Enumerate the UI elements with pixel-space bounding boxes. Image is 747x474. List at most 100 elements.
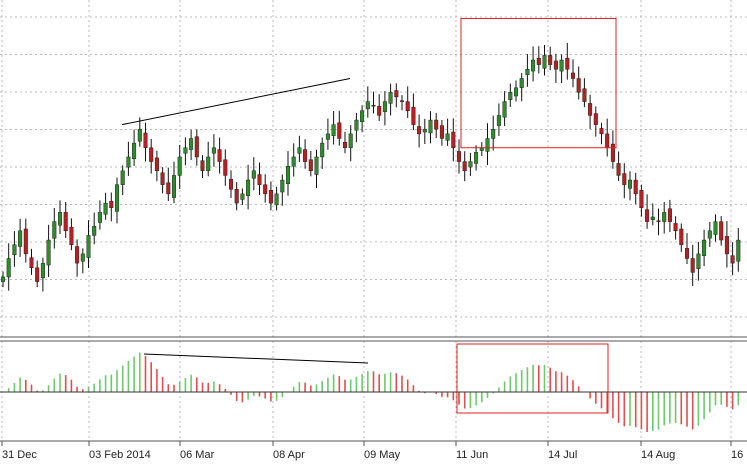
x-axis-ticks: 31 Dec 03 Feb 2014 06 Mar 08 Apr 09 May 11 Ju… (1, 441, 743, 461)
x-tick-label: 16 (731, 449, 743, 461)
candle-up (97, 212, 102, 223)
candle-down (160, 172, 165, 185)
candle-up (251, 170, 256, 179)
candle-down (576, 78, 581, 93)
x-tick-label: 31 Dec (2, 449, 37, 461)
candle-up (702, 239, 707, 256)
candle-down (639, 189, 644, 208)
candle-up (58, 212, 63, 226)
candle-up (325, 133, 330, 140)
candle-down (377, 105, 382, 116)
x-tick-label: 14 Jul (548, 449, 577, 461)
candle-up (46, 239, 51, 266)
candle-up (496, 115, 501, 126)
candle-down (571, 72, 576, 79)
candle-up (92, 226, 97, 236)
candle-down (605, 133, 610, 148)
candle-down (63, 212, 68, 232)
candle-down (690, 258, 695, 273)
candle-down (223, 159, 228, 176)
candle-up (382, 101, 387, 112)
candle-down (719, 221, 724, 241)
x-tick-label: 09 May (364, 449, 401, 461)
candle-down (303, 149, 308, 162)
candle-down (35, 267, 40, 282)
candle-down (645, 209, 650, 222)
candle-up (126, 156, 131, 168)
candle-up (388, 92, 393, 104)
x-tick-label: 06 Mar (180, 449, 215, 461)
candle-up (103, 202, 108, 215)
candle-down (724, 236, 729, 255)
candle-up (422, 129, 427, 133)
candle-up (280, 179, 285, 193)
candle-down (217, 149, 222, 162)
chart-annotations (121, 17, 617, 414)
candle-down (308, 159, 313, 172)
candle-up (314, 156, 319, 175)
candle-down (75, 246, 80, 264)
candle-up (360, 110, 365, 123)
candle-up (297, 147, 302, 154)
candle-down (616, 163, 621, 176)
candle-down (588, 103, 593, 116)
candle-down (268, 189, 273, 204)
candle-down (673, 223, 678, 232)
candle-up (531, 59, 536, 72)
candle-up (491, 129, 496, 139)
candle-down (29, 257, 34, 268)
candle-down (194, 136, 199, 158)
candle-down (457, 151, 462, 162)
candle-up (542, 55, 547, 69)
candle-up (206, 156, 211, 172)
candle-up (211, 147, 216, 154)
candle-down (685, 248, 690, 259)
candle-up (177, 156, 182, 176)
x-tick-label: 11 Jun (456, 449, 488, 461)
x-tick-label: 14 Aug (641, 449, 675, 461)
candle-up (120, 170, 125, 185)
candle-up (6, 258, 11, 278)
candle-down (200, 160, 205, 172)
candle-down (462, 161, 467, 172)
candle-up (559, 59, 564, 72)
price-gridlines (0, 0, 747, 337)
candle-down (234, 189, 239, 204)
candle-down (599, 128, 604, 135)
candle-up (171, 175, 176, 198)
candle-up (1, 276, 5, 282)
candle-down (343, 141, 348, 148)
candle-up (246, 179, 251, 196)
candle-up (650, 216, 655, 220)
candle-down (633, 179, 638, 195)
candle-up (365, 101, 370, 110)
candle-up (12, 244, 17, 256)
candle-down (143, 132, 148, 148)
candle-up (183, 147, 188, 154)
price-highlight-box (460, 17, 617, 149)
candle-up (468, 161, 473, 168)
candle-down (434, 119, 439, 130)
candle-up (525, 69, 530, 75)
candle-down (371, 105, 376, 107)
x-tick-label: 03 Feb 2014 (89, 449, 151, 461)
candle-down (394, 90, 399, 98)
candle-up (348, 133, 353, 148)
candle-up (189, 138, 194, 150)
candle-down (154, 157, 159, 172)
candle-down (411, 106, 416, 125)
candle-down (536, 57, 541, 65)
candle-down (263, 184, 268, 195)
x-tick-label: 08 Apr (273, 449, 305, 461)
candle-up (508, 92, 513, 100)
candle-up (18, 230, 23, 247)
candle-up (240, 193, 245, 200)
candle-up (114, 184, 119, 212)
candle-down (417, 126, 422, 135)
candle-up (519, 78, 524, 88)
candle-down (69, 226, 74, 245)
candle-down (23, 228, 28, 255)
candle-up (713, 221, 718, 235)
